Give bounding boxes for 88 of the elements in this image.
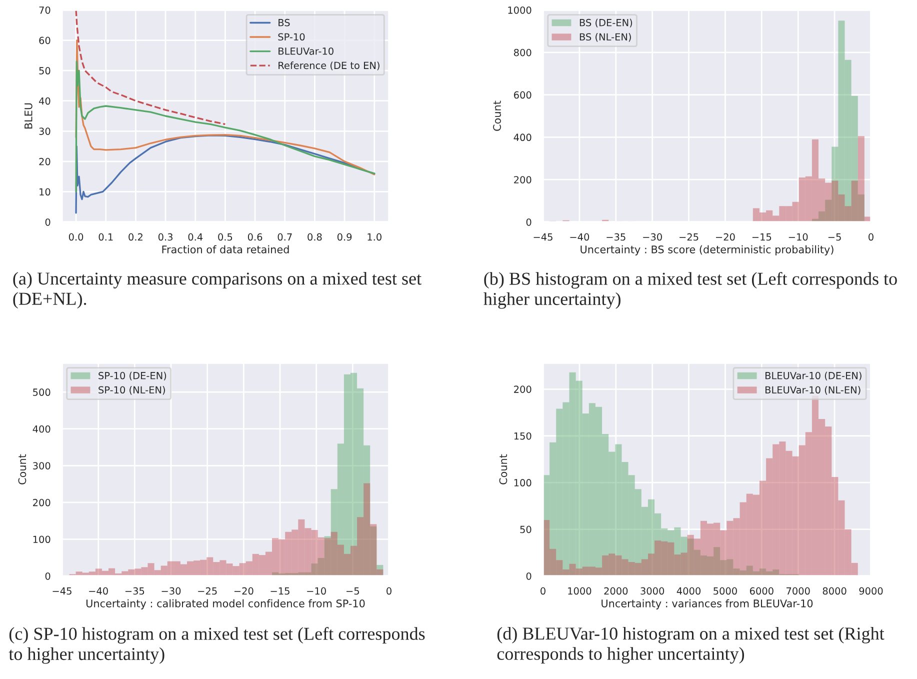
x-axis-title: Uncertainty : variances from BLEUVar-10 — [602, 599, 813, 610]
x-tick-label: −20 — [716, 233, 735, 241]
x-axis-title: Uncertainty : BS score (deterministic probability) — [580, 245, 834, 256]
x-tick-label: 4000 — [676, 587, 701, 595]
x-tick-label: 0.1 — [98, 233, 113, 241]
legend-label: BS (NL-EN) — [580, 33, 631, 42]
y-axis-title: Count — [18, 454, 26, 484]
x-tick-label: 3000 — [640, 587, 664, 595]
x-tick-label: 0 — [540, 587, 546, 595]
x-tick-label: 0.5 — [218, 233, 232, 241]
x-tick-label: −45 — [534, 233, 552, 241]
y-tick-label: 100 — [514, 479, 532, 486]
x-tick-label: 0 — [386, 587, 392, 595]
x-tick-label: −20 — [234, 587, 254, 595]
y-tick-label: 200 — [33, 498, 50, 506]
y-tick-label: 60 — [39, 36, 50, 44]
x-tick-label: −35 — [606, 233, 626, 241]
y-tick-label: 0 — [526, 218, 532, 226]
x-tick-label: 0.9 — [337, 233, 352, 241]
legend-label: BLEUVar-10 — [278, 47, 334, 55]
x-tick-label: −40 — [89, 587, 108, 595]
y-tick-label: 400 — [32, 425, 50, 433]
x-tick-label: 0 — [868, 233, 874, 241]
y-tick-label: 1000 — [508, 6, 532, 14]
x-tick-label: −25 — [198, 587, 217, 595]
y-tick-label: 0 — [45, 572, 50, 580]
text: (b) BS histogram on a mixed test set (Left corresponds to higher uncertainty) — [484, 272, 897, 309]
y-tick-label: 10 — [40, 188, 50, 196]
y-tick-label: 150 — [514, 432, 532, 440]
x-tick-label: −10 — [788, 233, 808, 241]
x-tick-label: −15 — [752, 233, 772, 241]
y-tick-label: 50 — [520, 526, 532, 534]
legend-label: BS — [278, 18, 290, 26]
x-tick-label: −45 — [52, 587, 72, 595]
y-tick-label: 0 — [45, 218, 50, 226]
x-tick-label: 7000 — [786, 587, 810, 595]
y-tick-label: 30 — [39, 128, 50, 135]
y-tick-label: 300 — [33, 462, 50, 470]
x-tick-label: −5 — [346, 587, 359, 595]
x-tick-label: 0.4 — [188, 233, 203, 241]
text: (d) BLEUVar-10 histogram on a mixed test set (Right corresponds to higher uncertainty) — [497, 627, 884, 664]
x-tick-label: 0.2 — [128, 233, 142, 241]
x-tick-label: −5 — [828, 233, 841, 241]
x-tick-label: 1000 — [568, 587, 592, 595]
y-tick-label: 500 — [33, 388, 50, 396]
x-tick-label: 5000 — [714, 587, 737, 595]
legend-label: Reference (DE to EN) — [278, 62, 380, 70]
y-tick-label: 200 — [514, 386, 532, 393]
x-tick-label: 0.3 — [158, 233, 172, 241]
x-tick-label: −30 — [643, 233, 662, 241]
y-axis-title: Count — [499, 454, 508, 484]
legend-label: BLEUVar-10 (DE-EN) — [766, 372, 862, 380]
y-tick-label: 400 — [514, 134, 532, 142]
text: (a) Uncertainty measure comparisons on a mixed test set (DE+NL). — [13, 272, 422, 309]
x-tick-label: −10 — [307, 587, 326, 595]
x-tick-label: 8000 — [822, 587, 846, 595]
x-axis-title: Uncertainty : calibrated model confidence from SP-10 — [86, 599, 365, 610]
y-axis-title: Count — [493, 100, 501, 131]
text: (c) SP-10 histogram on a mixed test set (Left corresponds to higher uncertainty) — [8, 627, 425, 664]
y-tick-label: 100 — [33, 536, 50, 544]
legend-label: SP-10 (NL-EN) — [98, 386, 165, 395]
x-tick-label: 6000 — [750, 587, 774, 595]
x-tick-label: 2000 — [604, 587, 628, 595]
legend-label: BLEUVar-10 (NL-EN) — [766, 386, 860, 395]
legend-label: SP-10 — [278, 33, 305, 41]
y-tick-label: 40 — [38, 97, 50, 105]
y-tick-label: 600 — [514, 91, 532, 99]
legend-label: SP-10 (DE-EN) — [98, 372, 166, 380]
y-axis-title: BLEU — [24, 103, 32, 129]
legend-label: BS (DE-EN) — [580, 18, 632, 28]
x-tick-label: −35 — [125, 587, 144, 595]
x-tick-label: 0.7 — [278, 233, 292, 241]
x-tick-label: 0.6 — [248, 233, 262, 241]
x-tick-label: 0.0 — [68, 233, 84, 241]
x-tick-label: 1.0 — [368, 233, 382, 241]
x-tick-label: 9000 — [859, 587, 883, 595]
y-tick-label: 800 — [514, 48, 532, 56]
y-tick-label: 20 — [39, 158, 50, 166]
x-tick-label: −30 — [162, 587, 181, 595]
x-tick-label: −15 — [270, 587, 290, 595]
x-axis-title: Fraction of data retained — [162, 245, 289, 254]
x-tick-label: −25 — [680, 233, 698, 241]
x-tick-label: −40 — [570, 233, 590, 241]
y-tick-label: 50 — [39, 67, 50, 74]
y-tick-label: 70 — [39, 6, 50, 14]
y-tick-label: 0 — [526, 572, 532, 580]
y-tick-label: 200 — [514, 176, 532, 184]
x-tick-label: 0.8 — [308, 233, 322, 241]
